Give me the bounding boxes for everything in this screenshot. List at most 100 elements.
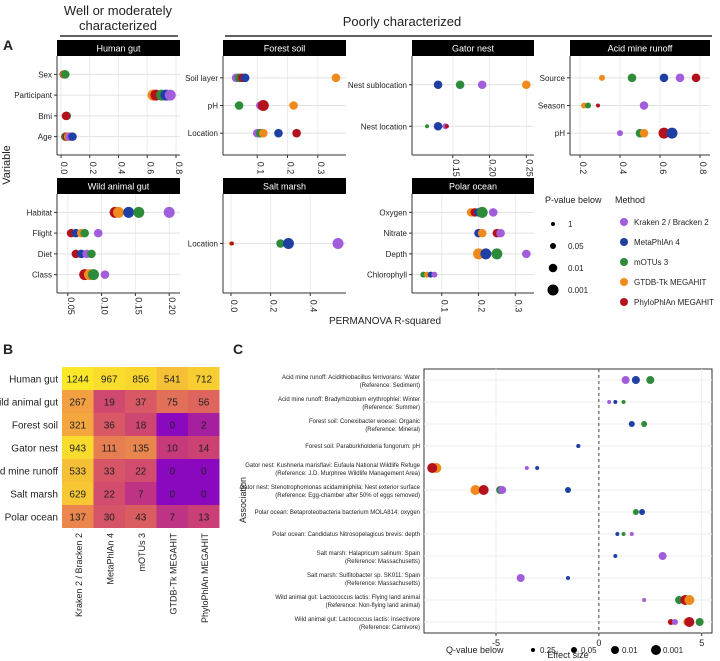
data-point — [522, 249, 531, 259]
heatmap-row-label: Salt marsh — [10, 490, 58, 501]
heatmap-col-label: MetaPhlAn 4 — [105, 533, 115, 585]
facet-strip-polar-ocean — [412, 178, 534, 194]
data-point — [659, 73, 669, 83]
header-well-line2: characterized — [79, 18, 157, 33]
association-reference: (Reference: Non-flying land animal) — [326, 603, 420, 609]
legend-q-title: Q-value below — [446, 645, 504, 655]
data-point — [292, 128, 301, 138]
x-tick-label: 5 — [699, 638, 704, 648]
data-point — [477, 228, 487, 238]
data-point — [163, 206, 175, 218]
legend-p-symbol — [551, 222, 555, 226]
heatmap-cell-value: 533 — [69, 467, 86, 478]
y-tick-label: Participant — [14, 91, 53, 100]
association-label: Polar ocean: Betaproteobacteria bacteriu… — [255, 510, 420, 516]
facet-strip-acid-mine-runoff — [570, 40, 710, 56]
legend-p-symbol — [550, 243, 556, 249]
heatmap-cell-value: 111 — [102, 444, 118, 455]
x-tick-label: 0.2 — [88, 162, 98, 175]
data-point — [498, 486, 507, 494]
x-tick-label: 0.6 — [658, 162, 668, 175]
legend-method-symbol — [620, 258, 628, 266]
legend-p-label: 1 — [568, 220, 573, 229]
heatmap-cell — [188, 436, 220, 459]
data-point — [658, 552, 667, 560]
heatmap-cell — [188, 367, 220, 390]
heatmap-cell-value: 37 — [135, 398, 147, 409]
heatmap-cell — [93, 482, 125, 505]
heatmap-cell-value: 22 — [104, 490, 116, 501]
panel-letter-b: B — [3, 341, 13, 357]
data-point — [276, 239, 285, 248]
heatmap-cell-value: 0 — [169, 467, 175, 478]
heatmap-cell — [188, 482, 220, 505]
data-point — [695, 618, 704, 626]
heatmap-cell-value: 30 — [104, 513, 116, 524]
heatmap-cell — [62, 390, 94, 413]
association-label: Polar ocean: Candidatus Nitrosopelagicus… — [272, 532, 420, 538]
heatmap-cell — [93, 413, 125, 436]
heatmap-cell-value: 267 — [69, 398, 86, 409]
facet-title-salt-marsh: Salt marsh — [263, 182, 306, 192]
heatmap-row-label: Wild animal gut — [0, 398, 58, 409]
legend-p-title: P-value below — [545, 195, 602, 205]
data-point — [516, 574, 525, 582]
association-label: Salt marsh: Halapricum salinum: Spain — [317, 551, 420, 557]
legend-method-label: GTDB-Tk MEGAHIT — [634, 278, 707, 287]
y-tick-label: pH — [555, 129, 565, 138]
heatmap-cell-value: 943 — [69, 444, 86, 455]
heatmap-col-label: GTDB-Tk MEGAHIT — [168, 533, 178, 615]
facet-title-human-gut: Human gut — [96, 44, 141, 54]
heatmap-row-label: Gator nest — [11, 444, 58, 455]
x-tick-label: 0.05 — [66, 297, 76, 315]
y-tick-label: Diet — [38, 250, 53, 259]
heatmap-cell — [156, 367, 188, 390]
association-label: Forest soil: Conexibacter woesei: Organi… — [309, 419, 420, 425]
y-tick-label: Sex — [38, 70, 52, 79]
data-point — [566, 576, 570, 580]
legend-method-label: mOTUs 3 — [634, 258, 669, 267]
legend-q-label: 0.01 — [622, 646, 638, 655]
heatmap-cell-value: 14 — [198, 444, 210, 455]
heatmap-cell — [93, 367, 125, 390]
y-tick-label: Chlorophyll — [367, 271, 407, 280]
legend-p-symbol — [548, 263, 558, 273]
association-reference: (Reference: Carnivore) — [359, 625, 420, 631]
data-point — [476, 206, 488, 218]
association-reference: (Reference: Sediment) — [360, 383, 420, 389]
heatmap-cell — [93, 459, 125, 482]
heatmap-cell-value: 10 — [167, 444, 179, 455]
x-tick-label: 0.4 — [618, 162, 628, 175]
y-tick-label: Habitat — [27, 208, 53, 217]
data-point — [123, 206, 135, 218]
data-point — [522, 80, 531, 90]
data-point — [535, 466, 540, 470]
data-point — [642, 598, 647, 602]
data-point — [621, 376, 630, 384]
heatmap-cell — [93, 436, 125, 459]
data-point — [93, 228, 103, 238]
heatmap-cell-value: 33 — [104, 467, 116, 478]
heatmap-row-label: Polar ocean — [5, 513, 58, 524]
data-point — [282, 238, 294, 249]
y-tick-label: Nest sublocation — [348, 81, 407, 90]
association-label: Forest soil: Paraburkholderia fungorum: … — [305, 444, 420, 450]
x-tick-label: 0.8 — [174, 162, 184, 175]
association-reference: (Reference: Egg-chamber after 50% of egg… — [275, 493, 420, 499]
data-point — [641, 421, 648, 427]
legend-p-symbol — [547, 284, 559, 296]
data-point — [639, 101, 649, 110]
data-point — [433, 80, 443, 90]
heatmap-cell — [156, 390, 188, 413]
heatmap-cell — [125, 505, 157, 528]
data-point — [675, 73, 685, 83]
data-point — [477, 80, 487, 90]
association-label: Acid mine runoff: Bradyrhizobium erythro… — [278, 397, 420, 403]
heatmap-cell — [62, 367, 94, 390]
heatmap-cell-value: 36 — [104, 421, 116, 432]
data-point — [61, 111, 71, 121]
heatmap-col-label: PhyloPhlAn MEGAHIT — [200, 532, 210, 623]
data-point — [631, 376, 640, 384]
data-point — [100, 270, 110, 279]
